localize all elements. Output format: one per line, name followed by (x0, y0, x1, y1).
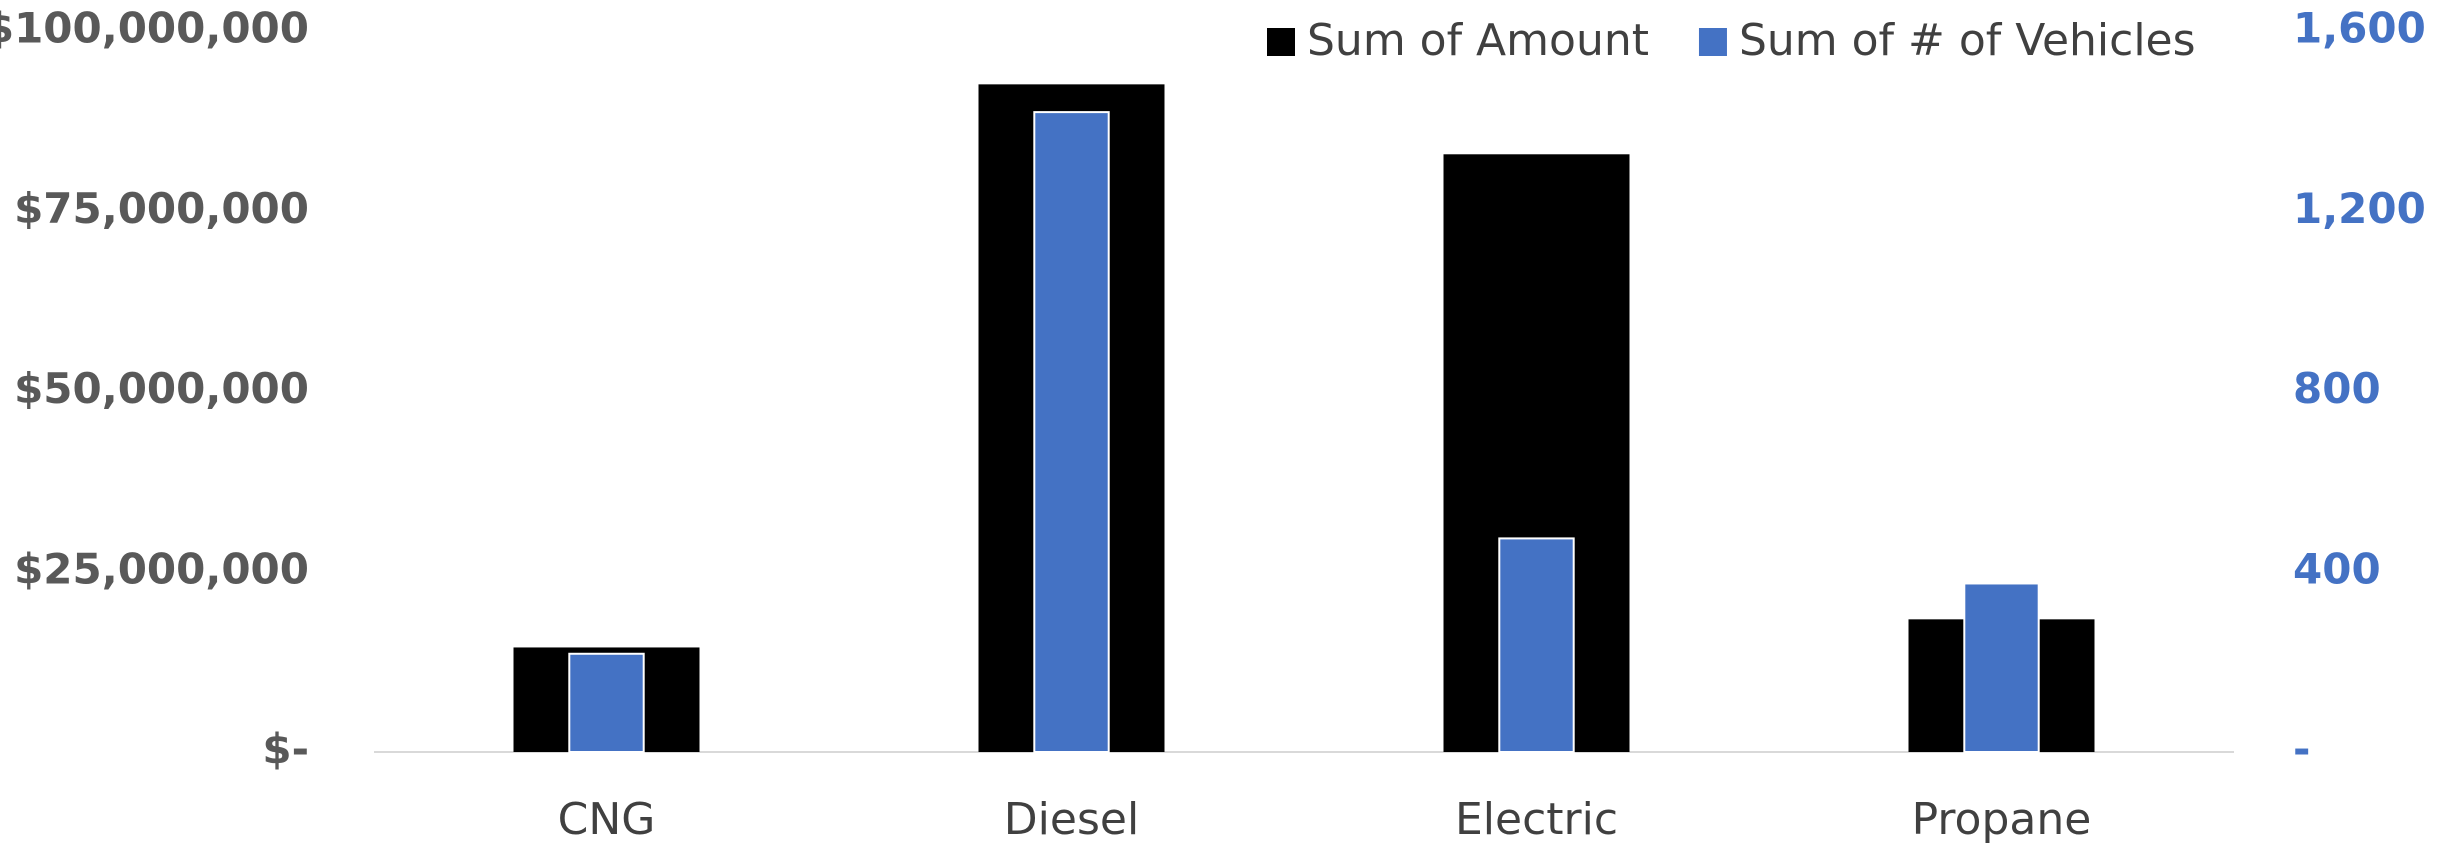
y2-tick-label: - (2293, 725, 2310, 774)
bar (568, 652, 645, 753)
legend-swatch (1698, 28, 1727, 56)
x-tick-label: Electric (1455, 794, 1618, 845)
legend-label: Sum of # of Vehicles (1739, 15, 2196, 66)
y-tick-label: $75,000,000 (14, 184, 309, 233)
y2-tick-label: 400 (2293, 544, 2381, 593)
y-tick-label: $25,000,000 (14, 544, 309, 593)
y-tick-label: $100,000,000 (0, 4, 309, 53)
bar (1963, 582, 2040, 753)
bar (1498, 537, 1575, 753)
y2-tick-label: 1,600 (2293, 4, 2426, 53)
x-tick-label: CNG (558, 794, 656, 845)
x-tick-label: Propane (1912, 794, 2092, 845)
legend-swatch (1267, 28, 1295, 56)
legend-label: Sum of Amount (1307, 15, 1649, 66)
y-tick-label: $- (262, 725, 309, 774)
y2-tick-label: 800 (2293, 364, 2381, 413)
x-tick-label: Diesel (1004, 794, 1139, 845)
y-tick-label: $50,000,000 (14, 364, 309, 413)
bar (1033, 111, 1110, 754)
y2-tick-label: 1,200 (2293, 184, 2426, 233)
